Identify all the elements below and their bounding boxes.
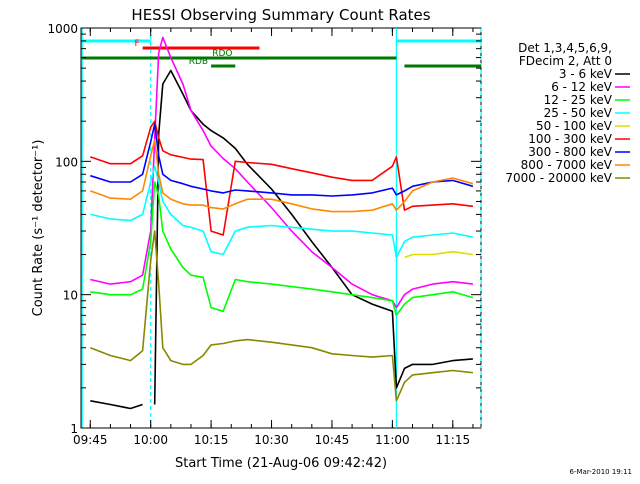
legend-label-6: 300 - 800 keV xyxy=(528,145,612,159)
y-tick-label-1: 10 xyxy=(63,289,78,303)
series-line-1 xyxy=(90,37,473,307)
legend-label-1: 6 - 12 keV xyxy=(551,80,613,94)
y-tick-label-2: 100 xyxy=(55,155,78,169)
axis-layer: 09:45 10:00 10:15 10:30 10:45 11:00 11:15 1 10 10… xyxy=(47,22,481,447)
legend-label-7: 800 - 7000 keV xyxy=(521,158,613,172)
legend: Det 1,3,4,5,6,9,FDecim 2, Att 03 - 6 keV… xyxy=(505,41,630,185)
x-tick-label-2: 10:15 xyxy=(194,433,229,447)
x-axis-label: Start Time (21-Aug-06 09:42:42) xyxy=(175,456,387,471)
x-tick-label-5: 11:00 xyxy=(375,433,410,447)
flag-label-2: RDB xyxy=(189,57,208,67)
x-tick-label-6: 11:15 xyxy=(436,433,471,447)
x-tick-label-4: 10:45 xyxy=(315,433,350,447)
y-tick-label-0: 1 xyxy=(70,422,78,436)
chart-container: HESSI Observing Summary Count Rates F RDO… xyxy=(0,0,640,480)
plot-frame xyxy=(81,28,481,428)
night-layer xyxy=(82,28,481,428)
series-line-5 xyxy=(90,121,473,235)
legend-header-1: FDecim 2, Att 0 xyxy=(519,54,612,68)
legend-label-8: 7000 - 20000 keV xyxy=(505,171,612,185)
x-tick-label-0: 09:45 xyxy=(73,433,108,447)
legend-label-0: 3 - 6 keV xyxy=(559,67,613,81)
x-tick-label-1: 10:00 xyxy=(133,433,168,447)
series-layer xyxy=(90,37,473,408)
footer-timestamp: 6-Mar-2010 19:11 xyxy=(570,468,632,476)
legend-header-0: Det 1,3,4,5,6,9, xyxy=(518,41,612,55)
flag-label-0: F xyxy=(134,39,139,49)
legend-label-5: 100 - 300 keV xyxy=(528,132,612,146)
x-tick-label-3: 10:30 xyxy=(254,433,289,447)
flag-layer: F RDO RDB xyxy=(82,39,481,67)
chart-title: HESSI Observing Summary Count Rates xyxy=(131,6,430,24)
y-tick-label-3: 1000 xyxy=(47,22,78,36)
y-axis-label: Count Rate (s⁻¹ detector⁻¹) xyxy=(31,140,46,317)
legend-label-4: 50 - 100 keV xyxy=(536,119,613,133)
count-rate-chart: HESSI Observing Summary Count Rates F RDO… xyxy=(0,0,640,480)
legend-label-2: 12 - 25 keV xyxy=(544,93,613,107)
series-line-0 xyxy=(90,71,473,409)
series-line-4 xyxy=(405,252,473,258)
legend-label-3: 25 - 50 keV xyxy=(544,106,613,120)
flag-label-1: RDO xyxy=(212,49,232,59)
